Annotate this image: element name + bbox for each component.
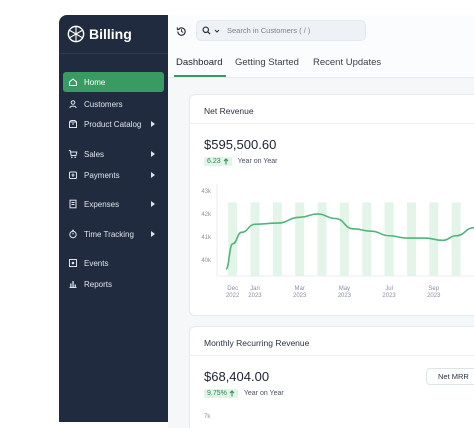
x-tick-month: Jan (250, 286, 260, 292)
sidebar-item-events[interactable]: Events (63, 254, 164, 272)
sidebar-item-payments[interactable]: Payments (63, 166, 164, 184)
chevron-down-icon[interactable] (214, 28, 220, 34)
revenue-bar (406, 202, 416, 276)
tab-getting-started[interactable]: Getting Started (235, 57, 299, 68)
sidebar-item-label: Reports (84, 279, 113, 289)
mrr-title: Monthly Recurring Revenue (204, 338, 310, 348)
top-bar (168, 15, 474, 48)
revenue-bar (295, 202, 305, 276)
delta-value: 6.23 (207, 157, 221, 165)
sidebar-item-label: Time Tracking (84, 229, 134, 239)
sidebar-item-label: Customers (84, 99, 123, 109)
delta-value: 9.75% (207, 389, 227, 397)
sidebar-item-expenses[interactable]: Expenses (63, 195, 164, 213)
sidebar-item-label: Payments (84, 170, 120, 180)
delta-badge: 9.75% (204, 388, 238, 398)
sidebar-item-time-tracking[interactable]: Time Tracking (63, 225, 164, 243)
x-tick-year: 2023 (293, 293, 307, 299)
sidebar-item-label: Expenses (84, 199, 120, 209)
x-tick-month: Sep (428, 286, 439, 292)
sidebar-item-label: Home (84, 77, 106, 87)
revenue-bar (451, 202, 461, 276)
sidebar-item-sales[interactable]: Sales (63, 145, 164, 163)
tab-dashboard[interactable]: Dashboard (176, 57, 223, 68)
net-revenue-line (225, 213, 474, 270)
user-icon (69, 100, 77, 109)
active-tab-indicator (174, 75, 226, 77)
caret-right-icon[interactable] (151, 231, 155, 237)
sidebar-item-home[interactable]: Home (63, 72, 164, 92)
caret-right-icon[interactable] (151, 201, 155, 207)
history-icon[interactable] (176, 26, 187, 37)
y-tick-label: 40k (201, 258, 212, 264)
sidebar: Billing Home Customers Product Catalog Sale… (59, 15, 168, 422)
stopwatch-icon (69, 229, 77, 239)
x-tick-year: 2022 (226, 293, 240, 299)
x-tick-year: 2023 (382, 293, 396, 299)
bar-chart-icon (69, 281, 77, 288)
cart-icon (68, 150, 78, 159)
mrr-type-dropdown[interactable]: Net MRR (426, 368, 474, 385)
caret-right-icon[interactable] (151, 151, 155, 157)
arrow-up-icon (223, 157, 228, 164)
revenue-bar (317, 202, 327, 276)
caret-right-icon[interactable] (151, 172, 155, 178)
x-tick-year: 2023 (338, 293, 352, 299)
net-revenue-delta: 6.23 Year on Year (204, 155, 277, 167)
search-bar[interactable] (196, 20, 366, 41)
net-revenue-value: $595,500.60 (204, 137, 277, 152)
sidebar-item-label: Events (84, 258, 109, 268)
tab-recent-updates[interactable]: Recent Updates (313, 57, 382, 68)
arrow-up-icon (229, 389, 235, 396)
sidebar-item-label: Product Catalog (84, 119, 142, 129)
revenue-bar (362, 202, 372, 276)
home-icon (69, 78, 77, 86)
card-divider (190, 355, 474, 356)
revenue-bar (228, 202, 238, 276)
search-icon[interactable] (202, 26, 211, 35)
revenue-bar (250, 202, 260, 276)
x-tick-month: Mar (295, 286, 305, 292)
delta-caption: Year on Year (237, 157, 278, 165)
y-tick-label: 43k (201, 189, 212, 195)
revenue-bar (272, 202, 282, 276)
delta-caption: Year on Year (243, 389, 284, 397)
sidebar-item-customers[interactable]: Customers (63, 95, 164, 113)
receipt-icon (69, 199, 77, 209)
mrr-y-tick: 7k (204, 414, 211, 420)
box-icon (69, 120, 77, 128)
x-tick-year: 2023 (248, 293, 262, 299)
y-tick-label: 41k (201, 235, 212, 241)
card-divider (190, 123, 474, 124)
app-name: Billing (89, 26, 132, 42)
net-revenue-chart: 43k 42k 41k 40k Dec 2022 Jan 2023 Mar 2023 May 2023… (189, 180, 474, 305)
brand[interactable]: Billing (67, 24, 132, 44)
y-tick-label: 42k (201, 212, 212, 218)
net-revenue-chart-svg: 43k42k41k40kDec2022Jan2023Mar2023May2023… (201, 184, 474, 299)
brand-divider (59, 53, 168, 54)
tab-bar: Dashboard Getting Started Recent Updates (168, 48, 474, 78)
delta-badge: 6.23 (204, 156, 232, 166)
sidebar-item-product-catalog[interactable]: Product Catalog (63, 115, 164, 133)
events-icon (69, 259, 77, 267)
search-input[interactable] (227, 26, 347, 35)
x-tick-month: Dec (227, 286, 238, 292)
x-tick-year: 2023 (427, 293, 441, 299)
caret-right-icon[interactable] (151, 121, 155, 127)
sidebar-item-reports[interactable]: Reports (63, 275, 164, 293)
revenue-bar (339, 202, 349, 276)
x-tick-month: Jul (385, 286, 393, 292)
payments-icon (69, 171, 77, 179)
revenue-bar (384, 202, 394, 276)
x-tick-month: May (339, 286, 350, 292)
billing-logo-icon (67, 25, 85, 43)
mrr-value: $68,404.00 (204, 369, 270, 384)
net-revenue-title: Net Revenue (204, 106, 254, 116)
mrr-delta: 9.75% Year on Year (204, 387, 284, 399)
sidebar-item-label: Sales (84, 149, 105, 159)
